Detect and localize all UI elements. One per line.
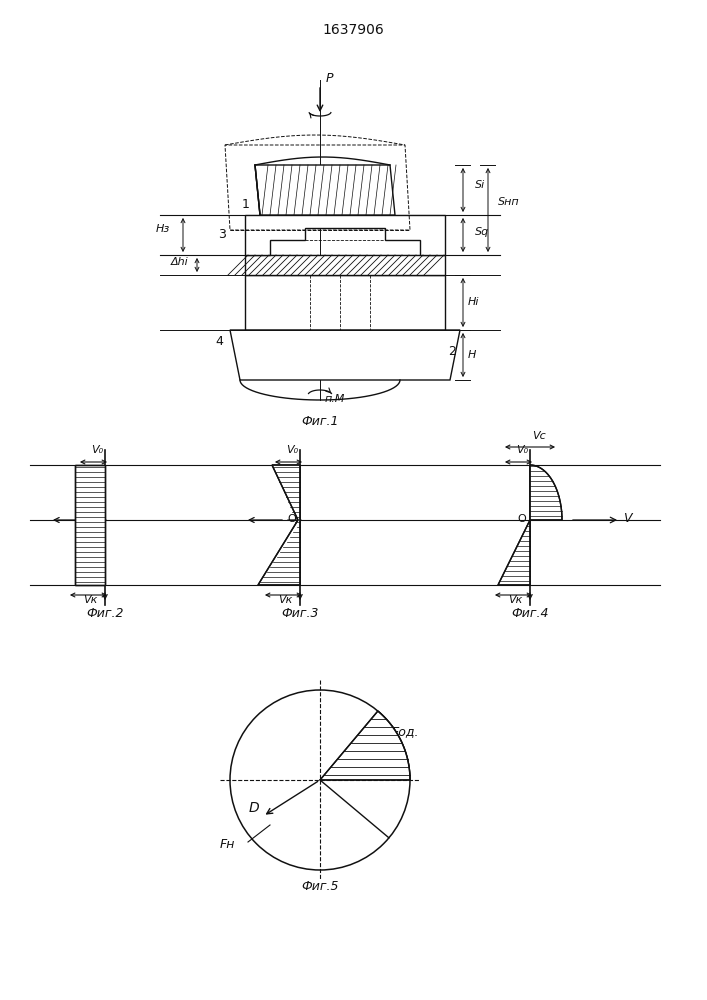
Polygon shape: [258, 465, 300, 585]
Text: Фиг.5: Фиг.5: [301, 880, 339, 893]
Text: Фиг.4: Фиг.4: [511, 607, 549, 620]
Text: Sнп: Sнп: [498, 197, 520, 207]
Text: 1: 1: [242, 198, 250, 211]
Text: 4: 4: [215, 335, 223, 348]
Bar: [245, 255, 445, 275]
Polygon shape: [530, 465, 562, 520]
Text: D: D: [249, 801, 259, 815]
Polygon shape: [320, 711, 410, 780]
Polygon shape: [245, 275, 445, 330]
Polygon shape: [498, 520, 530, 585]
Text: 2: 2: [448, 345, 456, 358]
Text: V₀: V₀: [516, 445, 528, 455]
Text: Vк: Vк: [508, 595, 522, 605]
Text: п.М: п.М: [325, 394, 346, 404]
Polygon shape: [230, 330, 460, 380]
Polygon shape: [245, 215, 445, 255]
Text: Фиг.1: Фиг.1: [301, 415, 339, 428]
Text: O: O: [517, 514, 526, 524]
Text: Δhi: Δhi: [171, 257, 189, 267]
Text: Fн: Fн: [220, 838, 235, 851]
Text: P: P: [326, 72, 334, 85]
Circle shape: [230, 690, 410, 870]
Polygon shape: [75, 465, 105, 585]
Polygon shape: [255, 165, 395, 215]
Text: Hi: Hi: [468, 297, 479, 307]
Text: V₀: V₀: [286, 445, 298, 455]
Text: V: V: [623, 512, 631, 525]
Text: Фиг.2: Фиг.2: [86, 607, 124, 620]
Text: 1637906: 1637906: [322, 23, 384, 37]
Text: O: O: [287, 514, 296, 524]
Text: Фиг.3: Фиг.3: [281, 607, 319, 620]
Text: Vк: Vк: [83, 595, 98, 605]
Text: Vс: Vс: [532, 431, 546, 441]
Text: H: H: [468, 350, 477, 360]
Text: V₀: V₀: [91, 445, 103, 455]
Text: Fод.: Fод.: [392, 725, 419, 738]
Text: 3: 3: [218, 228, 226, 241]
Text: O: O: [92, 514, 101, 524]
Text: Vк: Vк: [278, 595, 293, 605]
Text: Si: Si: [475, 180, 485, 190]
Text: Sq: Sq: [475, 227, 489, 237]
Text: Hз: Hз: [156, 224, 170, 234]
